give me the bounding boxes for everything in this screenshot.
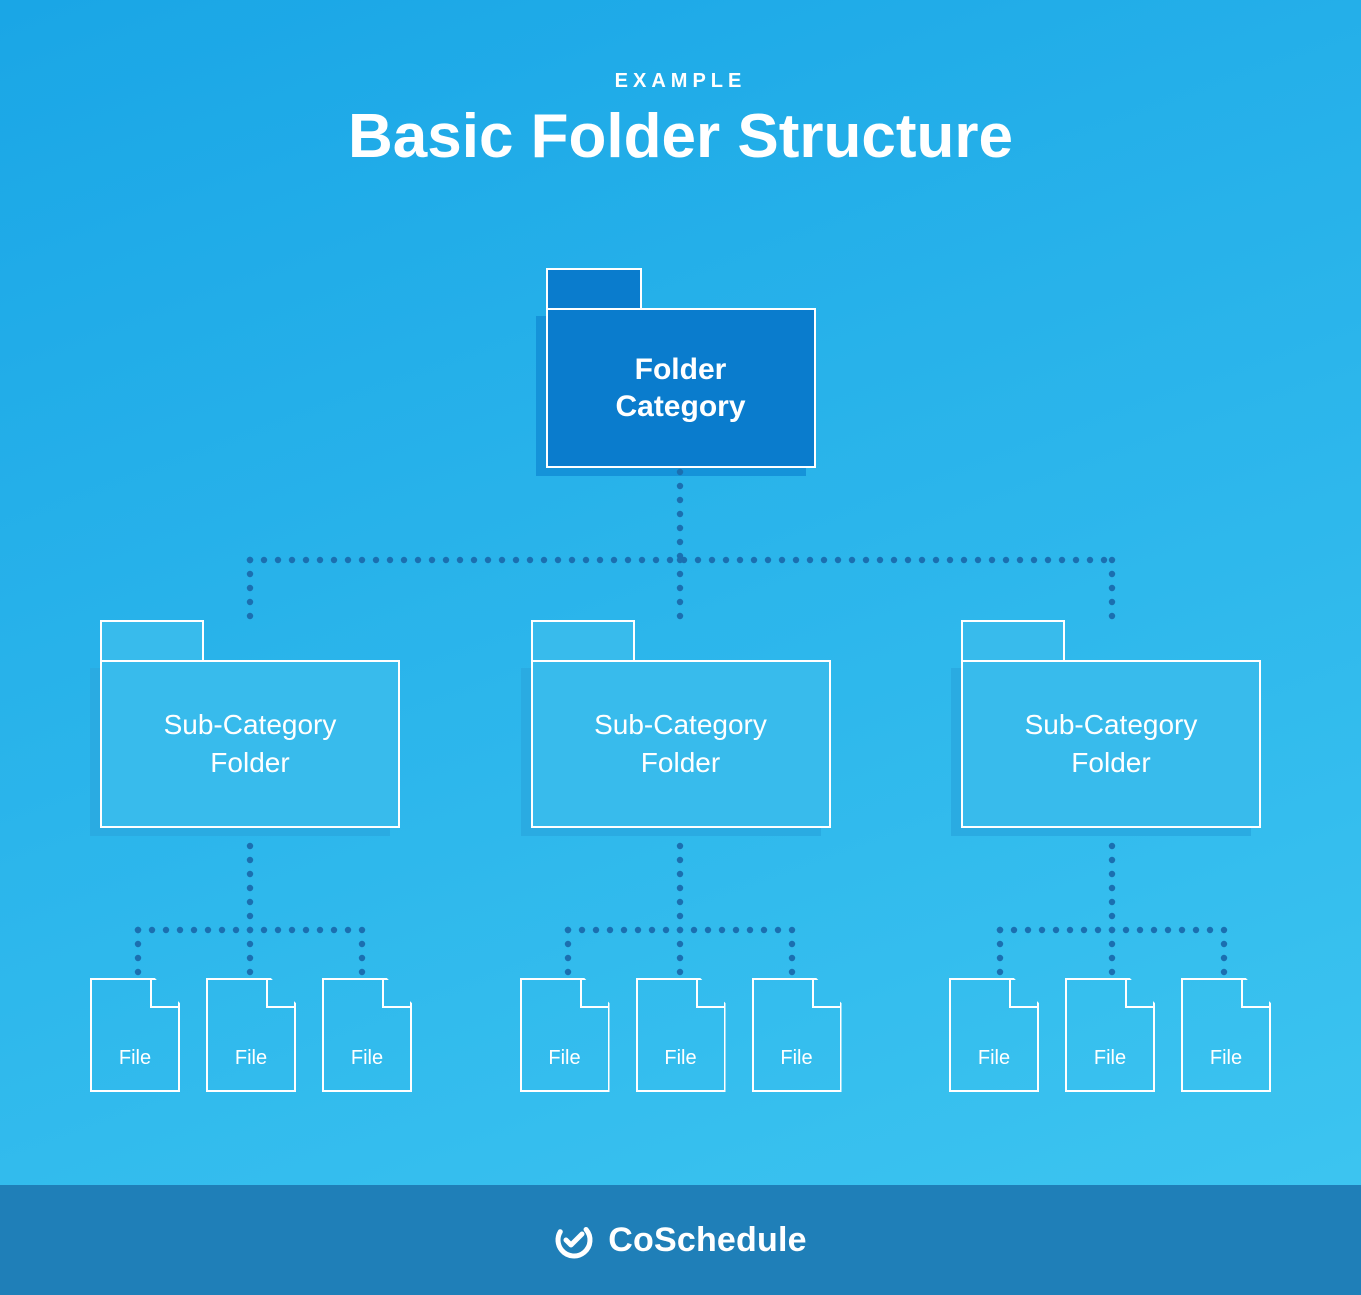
file-group: File File File	[949, 978, 1271, 1092]
subfolder-row: Sub-CategoryFolder Sub-CategoryFolder Su…	[0, 620, 1361, 828]
infographic-canvas: EXAMPLE Basic Folder Structure FolderCat…	[0, 0, 1361, 1295]
brand-footer: CoSchedule	[0, 1185, 1361, 1295]
header: EXAMPLE Basic Folder Structure	[0, 70, 1361, 172]
sub-folder-label: Sub-CategoryFolder	[961, 660, 1261, 828]
root-folder: FolderCategory	[546, 268, 816, 468]
file-group: File File File	[520, 978, 842, 1092]
file-icon: File	[90, 978, 180, 1092]
root-folder-label: FolderCategory	[546, 308, 816, 468]
folder-tab-icon	[100, 620, 204, 660]
file-icon: File	[322, 978, 412, 1092]
file-icon: File	[949, 978, 1039, 1092]
folder-tab-icon	[961, 620, 1065, 660]
folder-tab-icon	[546, 268, 642, 308]
folder-tab-icon	[531, 620, 635, 660]
brand-logo-icon	[554, 1220, 594, 1260]
files-row: File File File File File File File File File	[0, 978, 1361, 1092]
sub-folder: Sub-CategoryFolder	[961, 620, 1261, 828]
sub-folder: Sub-CategoryFolder	[100, 620, 400, 828]
eyebrow-text: EXAMPLE	[0, 70, 1361, 93]
sub-folder: Sub-CategoryFolder	[531, 620, 831, 828]
main-area: EXAMPLE Basic Folder Structure FolderCat…	[0, 0, 1361, 1185]
file-icon: File	[520, 978, 610, 1092]
file-icon: File	[1181, 978, 1271, 1092]
page-title: Basic Folder Structure	[0, 101, 1361, 172]
file-icon: File	[1065, 978, 1155, 1092]
file-icon: File	[206, 978, 296, 1092]
sub-folder-label: Sub-CategoryFolder	[531, 660, 831, 828]
file-group: File File File	[90, 978, 412, 1092]
sub-folder-label: Sub-CategoryFolder	[100, 660, 400, 828]
file-icon: File	[636, 978, 726, 1092]
brand-name: CoSchedule	[608, 1221, 806, 1260]
file-icon: File	[752, 978, 842, 1092]
